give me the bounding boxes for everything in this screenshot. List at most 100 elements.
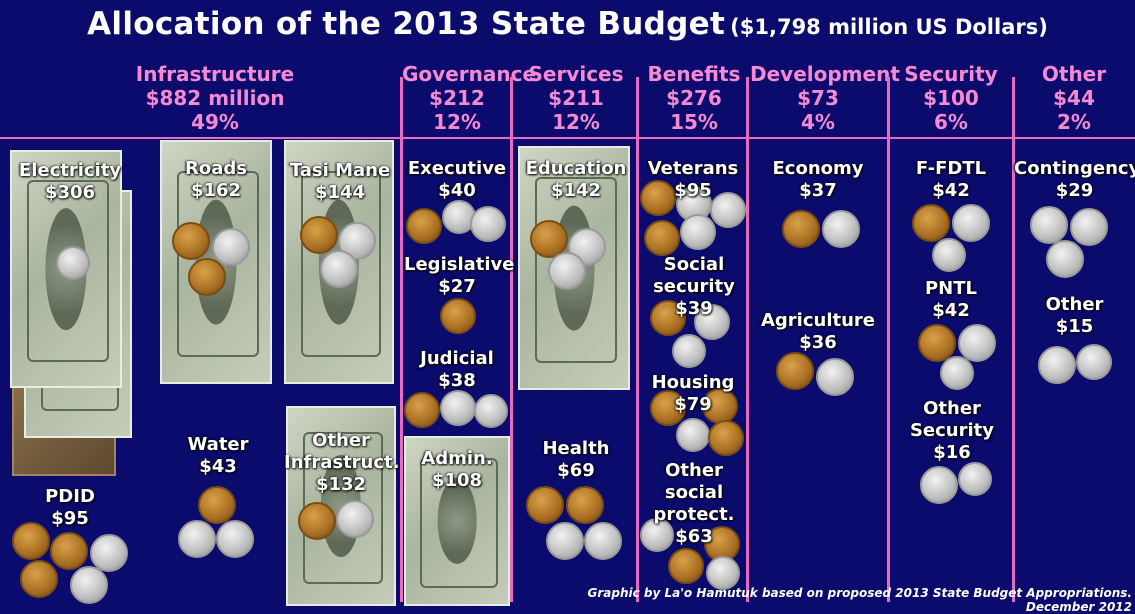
item-executive: Executive $40 [404, 158, 510, 202]
item-health: Health $69 [516, 438, 636, 482]
coin-25-image [668, 548, 704, 584]
coin-10-image [1070, 208, 1108, 246]
category-name: Security [904, 62, 998, 86]
column-divider [400, 77, 403, 602]
credit-text: Graphic by La'o Hamutuk based on propose… [587, 586, 1132, 614]
item-amount: $29 [1055, 180, 1094, 201]
item-amount: $132 [315, 474, 367, 495]
coin-10-image [440, 390, 476, 426]
title-text: Allocation of the 2013 State Budget [87, 6, 726, 42]
coin-10-image [56, 246, 90, 280]
coin-25-image [708, 420, 744, 456]
item-amount: $108 [431, 470, 483, 491]
coin-10-image [958, 462, 992, 496]
item-label: Tasi Mane [289, 160, 391, 181]
coin-25-image [918, 324, 956, 362]
coin-25-image [530, 220, 568, 258]
coin-25-image [198, 486, 236, 524]
coin-10-image [952, 204, 990, 242]
coin-10-image [320, 250, 358, 288]
coin-25-image [298, 502, 336, 540]
category-amount: $882 million [145, 86, 285, 110]
coin-10-image [822, 210, 860, 248]
item-label: Agriculture [760, 310, 876, 331]
category-percent: 4% [801, 110, 835, 134]
category-services: Services $211 12% [516, 62, 636, 134]
dollar-bill-image [518, 146, 630, 390]
item-label: PNTL [924, 278, 977, 299]
category-name: Benefits [647, 62, 741, 86]
coin-25-image [640, 180, 676, 216]
coin-10-image [1038, 346, 1076, 384]
category-amount: $100 [923, 86, 979, 110]
item-amount: $95 [51, 508, 89, 529]
item-pdid: PDID $95 [20, 486, 120, 530]
item-label: Executive [407, 158, 507, 179]
coin-10-image [1076, 344, 1112, 380]
category-name: Governance [402, 62, 537, 86]
coin-10-image [940, 356, 974, 390]
item-amount: $38 [438, 370, 476, 391]
item-label: Other [1045, 294, 1104, 315]
coin-10-image [932, 238, 966, 272]
category-governance: Governance $212 12% [402, 62, 537, 134]
category-amount: $212 [429, 86, 485, 110]
item-label: Education [525, 158, 627, 179]
item-amount: $16 [933, 442, 971, 463]
item-social-security: Social security $39 [646, 254, 742, 320]
item-amount: $79 [674, 394, 712, 415]
item-amount: $69 [557, 460, 595, 481]
item-amount: $15 [1055, 316, 1094, 337]
coin-10-image [672, 334, 706, 368]
item-label: Other Infrastruct. [284, 430, 400, 473]
coin-10-image [694, 304, 730, 340]
item-label: Other Security [909, 398, 995, 441]
category-benefits: Benefits $276 15% [640, 62, 748, 134]
coin-10-image [816, 358, 854, 396]
item-agriculture: Agriculture $36 [750, 310, 886, 354]
subtitle-text: ($1,798 million US Dollars) [730, 15, 1048, 39]
coin-25-image [406, 208, 442, 244]
coin-25-image [782, 210, 820, 248]
item-ffdtl: F-FDTL $42 [892, 158, 1010, 202]
coin-10-image [548, 252, 586, 290]
item-label: Economy [772, 158, 864, 179]
item-amount: $42 [932, 180, 970, 201]
coin-10-image [1030, 206, 1068, 244]
item-amount: $63 [675, 526, 713, 547]
item-electricity: Electricity $306 [8, 160, 132, 204]
item-judicial: Judicial $38 [404, 348, 510, 392]
item-label: Health [542, 438, 610, 459]
item-other-security: Other Security $16 [900, 398, 1004, 464]
item-label: Legislative [404, 254, 515, 275]
item-amount: $95 [674, 180, 712, 201]
coin-25-image [404, 392, 440, 428]
item-label: Judicial [420, 348, 494, 369]
coin-25-image [188, 258, 226, 296]
category-amount: $276 [666, 86, 722, 110]
item-education: Education $142 [516, 158, 636, 202]
coin-10-image [676, 418, 710, 452]
category-percent: 15% [670, 110, 718, 134]
coin-25-image [650, 390, 686, 426]
coin-10-image [640, 518, 674, 552]
item-roads: Roads $162 [160, 158, 272, 202]
category-amount: $73 [797, 86, 839, 110]
item-label: PDID [45, 486, 95, 507]
item-other: Other $15 [1014, 294, 1135, 338]
item-amount: $306 [44, 182, 96, 203]
category-security: Security $100 6% [892, 62, 1010, 134]
header-divider [0, 137, 1135, 139]
item-label: Social security [653, 254, 735, 297]
item-contingency: Contingency $29 [1014, 158, 1135, 202]
category-percent: 6% [934, 110, 968, 134]
coin-10-image [706, 556, 740, 590]
category-name: Other [1041, 62, 1107, 86]
category-percent: 12% [552, 110, 600, 134]
item-amount: $40 [438, 180, 476, 201]
coin-25-image [526, 486, 564, 524]
coin-25-image [172, 222, 210, 260]
coin-10-image [216, 520, 254, 558]
coin-25-image [912, 204, 950, 242]
coin-25-image [12, 522, 50, 560]
